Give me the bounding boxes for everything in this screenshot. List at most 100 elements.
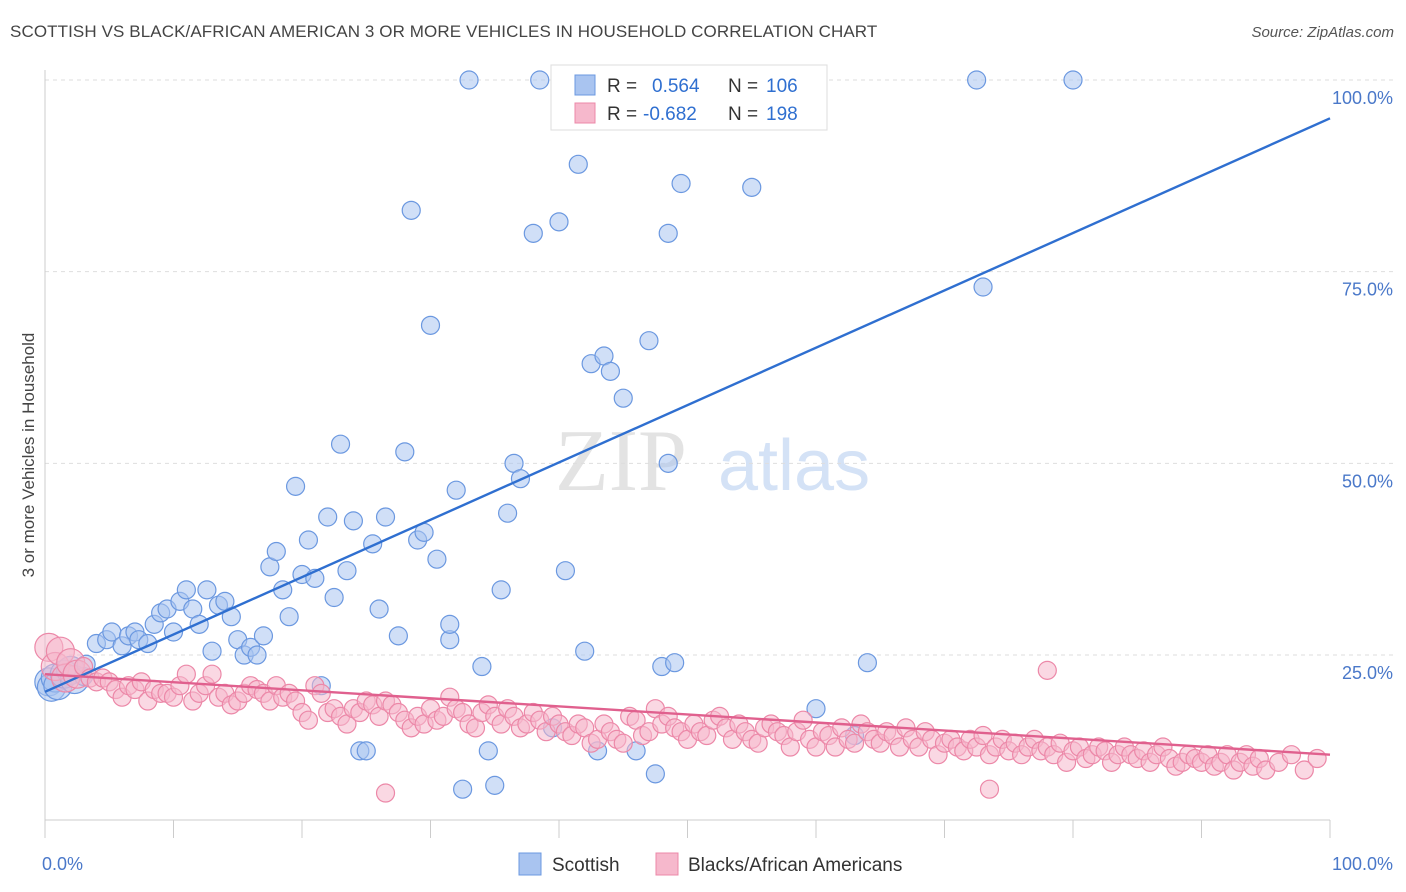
- black-point: [844, 733, 865, 753]
- scottish-point: [658, 223, 678, 243]
- scottish-point: [253, 626, 274, 646]
- y-tick-labels: 100.0% 75.0% 50.0% 25.0%: [1332, 88, 1393, 683]
- scottish-point: [530, 70, 550, 90]
- legend-n-value-black: 198: [766, 104, 798, 125]
- x-tick-label-min: 0.0%: [42, 854, 83, 874]
- scottish-point: [324, 587, 344, 608]
- scottish-point: [639, 331, 659, 351]
- scottish-point: [420, 315, 441, 335]
- chart-title: SCOTTISH VS BLACK/AFRICAN AMERICAN 3 OR …: [10, 22, 878, 41]
- scottish-point: [806, 699, 826, 719]
- scottish-point: [356, 741, 376, 761]
- legend-r-label: R =: [607, 104, 637, 125]
- legend-r-label: R =: [607, 76, 637, 97]
- scottish-point: [427, 549, 447, 569]
- scottish-point: [645, 764, 665, 784]
- scottish-point: [189, 614, 209, 634]
- scottish-point: [446, 480, 466, 500]
- grid-lines: [45, 79, 1395, 656]
- scottish-point: [600, 361, 621, 381]
- black-point: [375, 783, 396, 803]
- scottish-point: [742, 177, 762, 197]
- black-point: [1307, 748, 1327, 769]
- legend-r-value-scottish: 0.564: [652, 76, 700, 97]
- scottish-point: [337, 561, 357, 581]
- scottish-point: [973, 277, 993, 297]
- y-tick-label-100: 100.0%: [1332, 88, 1393, 108]
- y-axis-title: 3 or more Vehicles in Household: [19, 333, 38, 578]
- bottom-legend-black: Blacks/African Americans: [688, 855, 902, 876]
- scottish-point: [549, 212, 569, 232]
- legend-swatch-scottish: [574, 74, 596, 96]
- black-point: [202, 664, 222, 684]
- scottish-point: [176, 580, 196, 600]
- scottish-trend-line: [44, 117, 1331, 693]
- black-point: [613, 733, 633, 753]
- black-trend-line: [44, 672, 1331, 756]
- y-tick-label-25: 25.0%: [1342, 663, 1393, 683]
- scottish-point: [472, 656, 492, 677]
- black-point: [973, 725, 993, 746]
- scottish-point: [266, 541, 286, 562]
- watermark-atlas: atlas: [718, 426, 870, 506]
- y-tick-label-75: 75.0%: [1342, 280, 1393, 300]
- scottish-point: [369, 599, 389, 619]
- bottom-legend: Scottish Blacks/African Americans: [518, 852, 902, 876]
- scottish-point: [575, 641, 595, 661]
- legend-n-value-scottish: 106: [766, 76, 798, 97]
- scottish-point: [613, 388, 633, 408]
- scottish-point: [459, 70, 479, 90]
- scottish-point: [478, 741, 498, 761]
- black-point: [1281, 745, 1302, 765]
- x-tick-label-max: 100.0%: [1332, 854, 1393, 874]
- scottish-point: [318, 507, 338, 527]
- scottish-point: [388, 626, 408, 646]
- scottish-point: [285, 476, 306, 496]
- black-point: [979, 779, 1000, 799]
- scottish-point: [343, 511, 363, 531]
- scottish-point: [523, 223, 543, 243]
- scottish-point: [330, 434, 351, 454]
- scottish-point: [401, 200, 421, 220]
- legend-n-label: N =: [728, 76, 758, 97]
- legend-r-value-black: -0.682: [643, 104, 697, 125]
- scottish-point: [247, 645, 267, 665]
- scottish-point: [440, 614, 460, 634]
- legend-swatch-black: [574, 102, 596, 124]
- scottish-point: [453, 779, 473, 799]
- black-point: [1037, 660, 1057, 680]
- scottish-point: [568, 154, 588, 174]
- bottom-legend-swatch-scottish: [518, 852, 542, 876]
- legend: R = 0.564 N = 106 R = -0.682 N = 198: [550, 64, 828, 131]
- legend-n-label: N =: [728, 104, 758, 125]
- trend-lines: [44, 117, 1331, 756]
- scottish-point: [395, 442, 415, 462]
- bottom-legend-scottish: Scottish: [552, 855, 620, 876]
- black-point: [298, 710, 319, 730]
- black-point: [311, 683, 331, 703]
- y-tick-label-50: 50.0%: [1342, 471, 1393, 491]
- black-african-american-points: [34, 632, 1327, 803]
- scottish-point: [491, 580, 511, 600]
- source-credit: Source: ZipAtlas.com: [1251, 24, 1394, 41]
- scottish-point: [197, 580, 217, 600]
- scottish-point: [658, 453, 678, 473]
- scottish-point: [857, 653, 878, 673]
- black-point: [1294, 760, 1314, 780]
- scottish-point: [485, 775, 505, 795]
- scottish-point: [1063, 70, 1083, 90]
- watermark: ZIP atlas: [555, 413, 870, 510]
- legend-box: [550, 64, 828, 131]
- scottish-point: [555, 561, 576, 581]
- scottish-point: [671, 173, 691, 194]
- scottish-point: [298, 530, 319, 550]
- scottish-point: [279, 607, 299, 627]
- scottish-point: [665, 653, 685, 673]
- scottish-point: [375, 507, 396, 527]
- bottom-legend-swatch-black: [655, 852, 679, 876]
- scottish-point: [498, 503, 518, 523]
- scottish-point: [202, 641, 222, 661]
- scottish-point: [967, 70, 987, 90]
- black-point: [176, 664, 196, 684]
